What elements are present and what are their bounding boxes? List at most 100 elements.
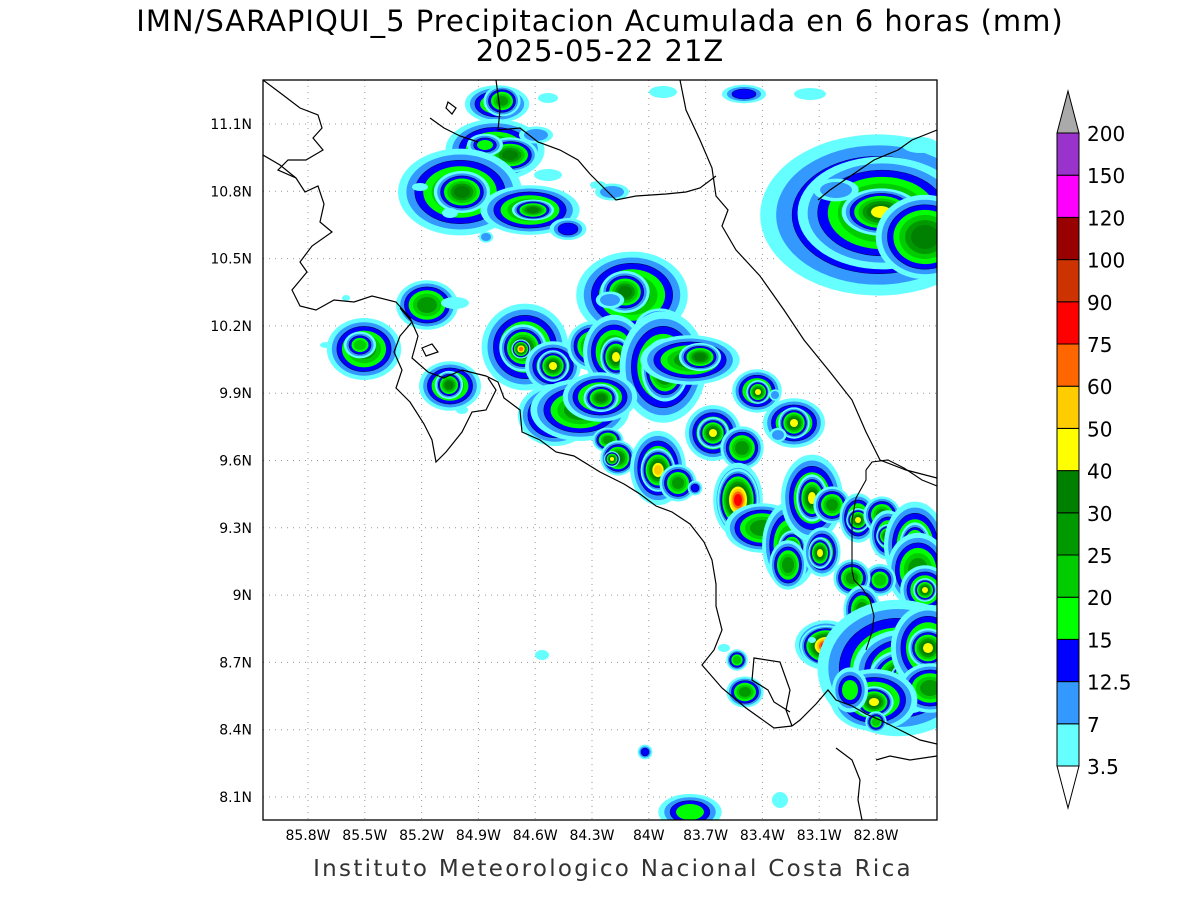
precip-cell [813, 486, 851, 524]
colorbar-swatch [1056, 259, 1080, 303]
precip-cell [678, 342, 722, 372]
colorbar-label: 150 [1087, 164, 1125, 188]
lon-tick-label: 85.5W [342, 828, 387, 844]
colorbar-swatch [1056, 638, 1080, 683]
precip-cell [863, 563, 897, 597]
precip-cell [412, 183, 428, 191]
lat-tick-label: 10.2N [210, 319, 252, 335]
precip-cell [342, 295, 350, 301]
footer-credit: Instituto Meteorologico Nacional Costa R… [313, 856, 913, 882]
colorbar-label: 90 [1087, 291, 1112, 315]
precip-cell [746, 380, 770, 404]
precip-cell [808, 637, 816, 643]
lat-tick-label: 8.4N [219, 723, 252, 739]
lon-tick-label: 83.7W [683, 828, 728, 844]
map-date: 2025-05-22 21Z [475, 34, 725, 68]
precip-cell [483, 85, 521, 117]
precip-cell [659, 464, 697, 502]
precip-cell [518, 126, 554, 144]
lon-tick-label: 85.8W [285, 828, 330, 844]
precip-cell [456, 406, 468, 414]
precip-cell [697, 417, 729, 449]
precip-cell [721, 84, 767, 104]
colorbar-label: 7 [1087, 713, 1100, 737]
colorbar-label: 100 [1087, 249, 1125, 273]
precip-cell [649, 86, 677, 98]
precip-cell [433, 170, 491, 214]
colorbar-swatch [1056, 174, 1080, 218]
precip-cell [396, 280, 458, 330]
lon-tick-label: 84.9W [456, 828, 501, 844]
lon-tick-label: 82.8W [853, 828, 898, 844]
colorbar: 3.5 7 12.5 15 20 25 30 40 50 60 75 90 100 120 150 200 [1056, 89, 1132, 810]
precip-cell [549, 217, 587, 241]
precip-cell [583, 383, 619, 413]
map-frame [262, 79, 938, 821]
precip-cell [726, 676, 764, 708]
colorbar-label: 75 [1087, 333, 1112, 357]
precip-cell [595, 291, 625, 309]
colorbar-swatch [1056, 385, 1080, 429]
precip-cell [434, 370, 464, 400]
precip-cell [813, 178, 859, 202]
colorbar-swatch [1056, 512, 1080, 556]
lat-tick-label: 8.1N [219, 790, 252, 806]
precip-cell [769, 427, 787, 443]
precip-cell [658, 793, 722, 820]
precip-cell [604, 451, 620, 467]
colorbar-swatch [1056, 596, 1080, 640]
precip-cell [726, 649, 748, 671]
lat-tick-label: 9.6N [219, 454, 252, 470]
precip-cell [718, 644, 730, 652]
precip-cell [769, 389, 781, 401]
lon-tick-label: 84.6W [513, 828, 558, 844]
colorbar-swatch [1056, 343, 1080, 387]
colorbar-label: 30 [1087, 502, 1112, 526]
precip-cell [769, 540, 807, 590]
precip-cell [511, 199, 555, 221]
colorbar-label: 20 [1087, 586, 1112, 610]
precip-cell [720, 426, 764, 470]
lon-tick-label: 84.3W [569, 828, 614, 844]
precip-cell [637, 744, 653, 760]
precip-cell [772, 792, 788, 808]
precip-cell [778, 407, 810, 439]
precip-cell [592, 427, 624, 453]
precip-cell [537, 350, 569, 382]
precip-cell [534, 169, 562, 181]
lon-tick-label: 83.4W [740, 828, 785, 844]
colorbar-swatch [1056, 216, 1080, 261]
colorbar-swatch [1056, 427, 1080, 472]
lat-tick-label: 9N [233, 588, 252, 604]
precip-cell [808, 537, 832, 569]
precip-cell [908, 628, 937, 668]
precip-cell [538, 93, 558, 103]
precip-cell [478, 231, 494, 243]
colorbar-swatch [1056, 301, 1080, 345]
colorbar-label: 60 [1087, 375, 1112, 399]
country-border [851, 459, 937, 651]
colorbar-label: 25 [1087, 544, 1112, 568]
precip-cell [343, 331, 377, 359]
precip-cell [875, 194, 937, 280]
lat-tick-label: 9.9N [219, 386, 252, 402]
lon-tick-label: 85.2W [399, 828, 444, 844]
precip-cell [442, 208, 458, 218]
precip-cell [902, 137, 937, 153]
precip-cell [511, 339, 531, 359]
precip-cell [535, 650, 549, 660]
lat-tick-label: 10.8N [210, 184, 252, 200]
colorbar-swatch [1056, 132, 1080, 176]
lon-tick-label: 83.1W [797, 828, 842, 844]
colorbar-label: 15 [1087, 628, 1112, 652]
precip-cell [687, 480, 703, 496]
precip-cell [794, 88, 826, 100]
precip-cell [441, 297, 469, 309]
colorbar-label: 3.5 [1087, 755, 1119, 779]
colorbar-label: 200 [1087, 122, 1125, 146]
lat-tick-label: 9.3N [219, 521, 252, 537]
precipitation-field [320, 84, 937, 820]
colorbar-under-triangle [1056, 765, 1080, 810]
latitude-labels: 11.1N 10.8N 10.5N 10.2N 9.9N 9.6N 9.3N 9N 8.7N 8.… [210, 117, 252, 806]
